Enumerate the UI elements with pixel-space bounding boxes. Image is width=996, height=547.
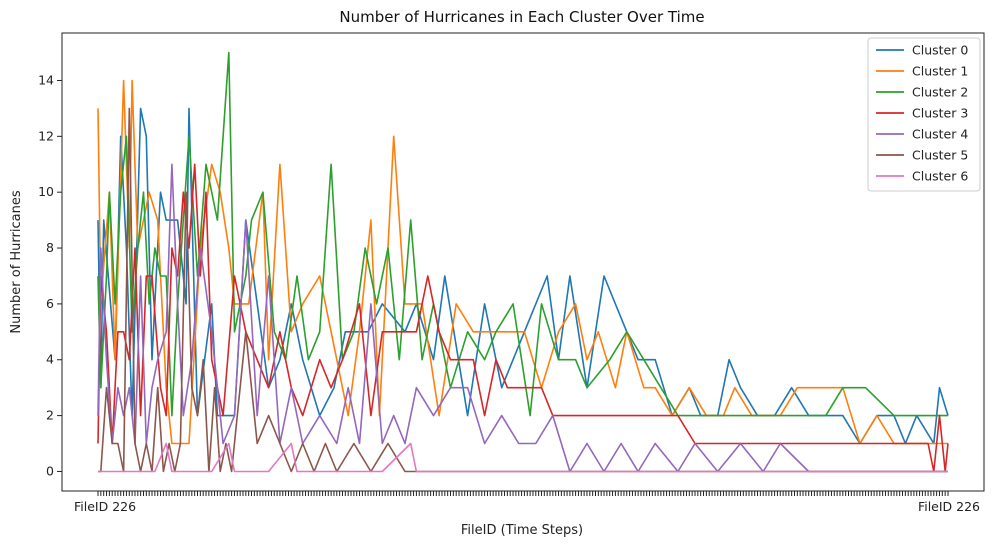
y-tick-label: 10 (38, 184, 54, 199)
y-axis: 0 2 4 6 8 10 12 14 (38, 72, 62, 478)
y-tick-label: 2 (46, 408, 54, 423)
plot-frame (61, 32, 985, 492)
y-tick-label: 0 (46, 463, 54, 478)
legend-label: Cluster 5 (912, 148, 968, 163)
plot-area: 0 2 4 6 8 10 12 14 FileID 226 FileID 226 (38, 32, 985, 514)
legend-box (867, 37, 981, 192)
y-tick-label: 4 (46, 352, 54, 367)
y-tick-label: 14 (38, 72, 54, 87)
x-tick-label: FileID 226 (918, 499, 980, 514)
series-lines (97, 51, 949, 473)
y-tick-label: 6 (46, 296, 54, 311)
legend-label: Cluster 0 (912, 43, 968, 58)
legend: Cluster 0 Cluster 1 Cluster 2 Cluster 3 Clus… (867, 37, 981, 192)
legend-label: Cluster 6 (912, 169, 968, 184)
series-line-cluster-2 (97, 51, 948, 417)
legend-label: Cluster 1 (912, 64, 968, 79)
legend-label: Cluster 4 (912, 127, 968, 142)
y-tick-label: 12 (38, 128, 54, 143)
x-axis: FileID 226 FileID 226 (74, 491, 980, 514)
y-axis-label: Number of Hurricanes (9, 190, 24, 333)
legend-label: Cluster 3 (912, 106, 968, 121)
series-line-cluster-4 (97, 163, 948, 473)
series-line-cluster-3 (97, 163, 949, 473)
x-axis-label: FileID (Time Steps) (461, 523, 583, 538)
x-tick-label: FileID 226 (74, 499, 136, 514)
chart-title: Number of Hurricanes in Each Cluster Ove… (339, 8, 704, 26)
y-tick-label: 8 (46, 240, 54, 255)
legend-label: Cluster 2 (912, 85, 968, 100)
series-line-cluster-6 (98, 442, 948, 473)
